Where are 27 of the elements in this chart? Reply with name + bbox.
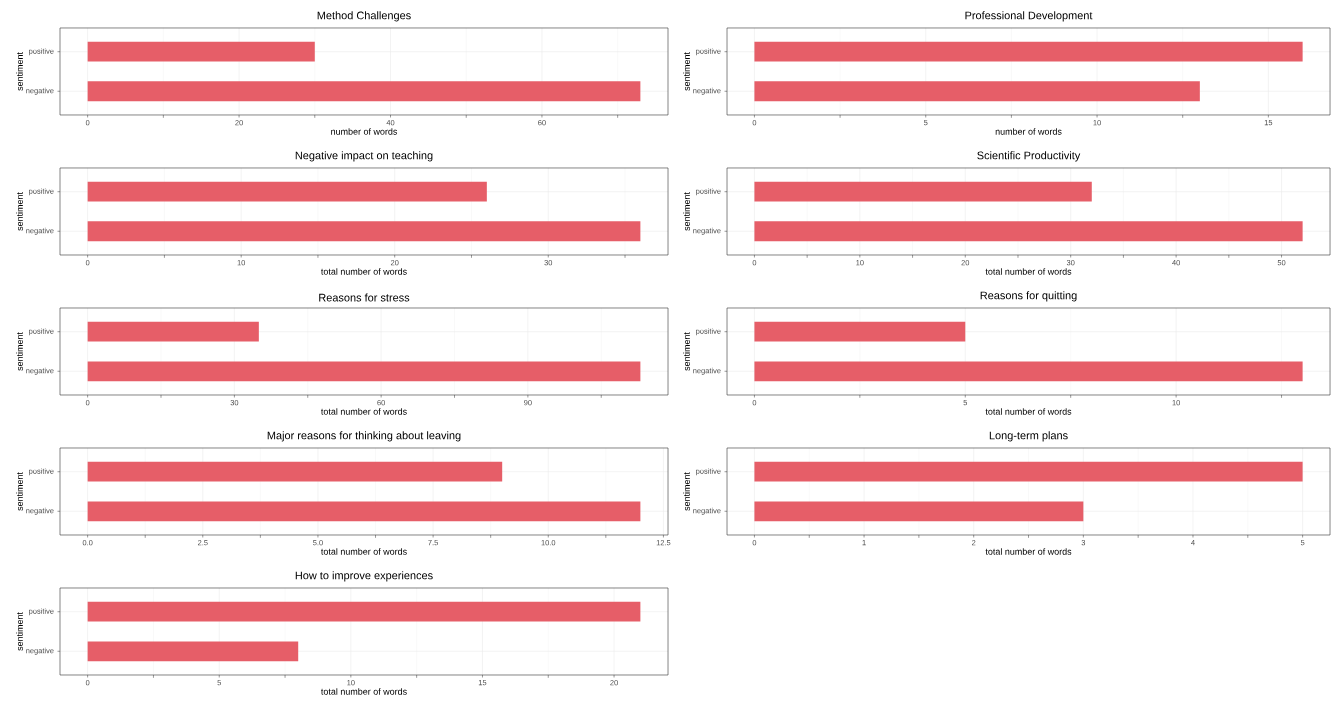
x-axis-title: total number of words	[321, 268, 407, 275]
x-axis-title: total number of words	[321, 408, 407, 415]
y-axis-title: sentiment	[683, 332, 690, 371]
chart-title: Reasons for quitting	[980, 291, 1077, 302]
y-axis-title: sentiment	[16, 612, 23, 651]
y-axis-title: sentiment	[16, 472, 23, 511]
chart-title: How to improve experiences	[295, 571, 433, 582]
chart-title: Professional Development	[965, 11, 1093, 22]
x-axis-title: total number of words	[321, 688, 407, 695]
chart-title: Long-term plans	[989, 431, 1068, 442]
chart-title: Major reasons for thinking about leaving	[267, 431, 461, 442]
x-axis-title: total number of words	[985, 408, 1072, 415]
x-axis-title: number of words	[331, 128, 398, 135]
x-axis-title: total number of words	[985, 268, 1072, 275]
y-axis-title: sentiment	[683, 472, 690, 511]
y-axis-title: sentiment	[683, 192, 690, 231]
x-axis-title: total number of words	[321, 548, 407, 555]
y-axis-title: sentiment	[16, 192, 23, 231]
chart-title: Reasons for stress	[319, 293, 410, 302]
chart-title: Negative impact on teaching	[295, 151, 433, 162]
x-axis-title: total number of words	[985, 548, 1072, 555]
x-axis-title: number of words	[995, 128, 1062, 135]
y-axis-title: sentiment	[16, 332, 23, 371]
y-axis-title: sentiment	[683, 52, 690, 91]
chart-title: Scientific Productivity	[977, 151, 1081, 162]
chart-title: Method Challenges	[317, 11, 411, 22]
y-axis-title: sentiment	[16, 52, 23, 91]
